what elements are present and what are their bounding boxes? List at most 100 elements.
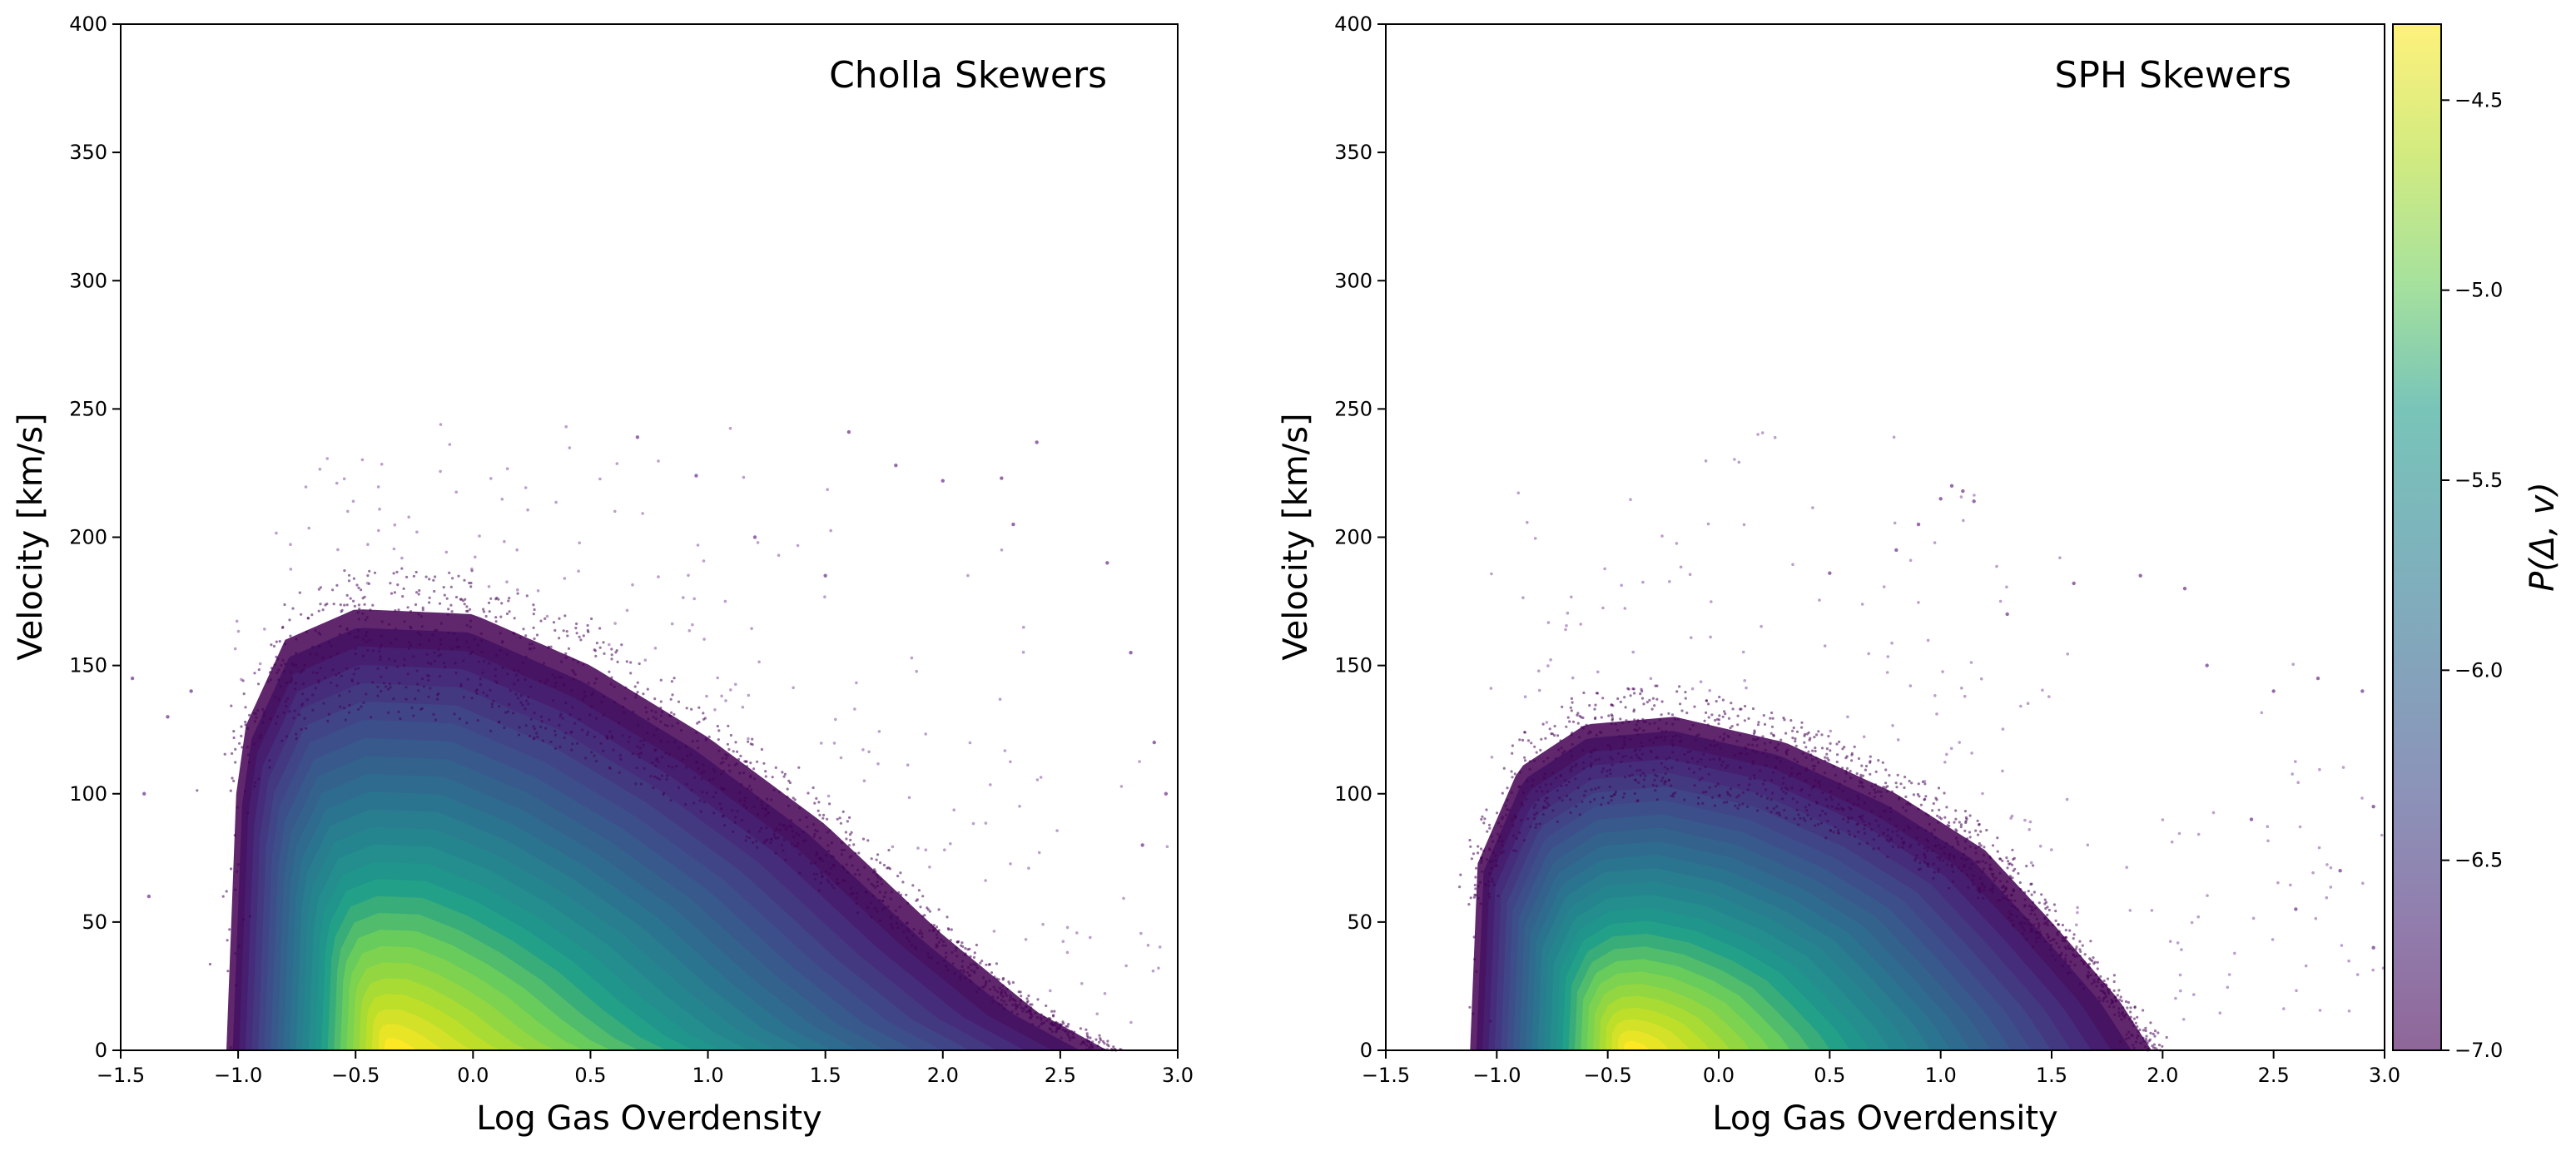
scatter-point — [749, 762, 752, 765]
outlier-point — [2182, 586, 2187, 591]
scatter-point — [1829, 749, 1832, 752]
scatter-point — [1820, 747, 1824, 750]
scatter-point — [1763, 779, 1766, 782]
scatter-point — [1480, 817, 1483, 821]
scatter-point — [1933, 871, 1936, 874]
scatter-point — [258, 737, 261, 740]
scatter-point — [1492, 883, 1496, 886]
scatter-point — [762, 841, 766, 845]
scatter-point — [295, 737, 298, 741]
scatter-point — [1021, 1010, 1025, 1013]
scatter-point — [1811, 764, 1814, 767]
scatter-point — [840, 853, 843, 856]
scatter-point — [356, 682, 360, 685]
scatter-point — [1707, 772, 1710, 776]
scatter-point — [1963, 847, 1967, 851]
scatter-point — [1829, 742, 1832, 746]
scatter-point — [1504, 813, 1508, 816]
scatter-point — [455, 645, 459, 649]
x-tick-label: −1.5 — [1362, 1064, 1410, 1087]
scatter-point — [578, 717, 581, 721]
scatter-point — [836, 878, 839, 881]
scatter-point — [1477, 851, 1480, 855]
scatter-point — [1535, 751, 1538, 754]
outlier-point — [1737, 460, 1741, 464]
scatter-point — [1992, 872, 1995, 876]
scatter-point — [778, 822, 782, 826]
scatter-point — [1560, 747, 1563, 750]
scatter-point — [317, 609, 320, 613]
scatter-point — [1589, 801, 1592, 804]
scatter-point — [236, 806, 239, 809]
scatter-point — [995, 962, 998, 965]
scatter-point — [465, 623, 469, 627]
scatter-point — [385, 666, 388, 670]
scatter-point — [1795, 808, 1799, 811]
scatter-point — [2011, 863, 2014, 866]
scatter-point — [1716, 782, 1720, 786]
scatter-point — [1697, 796, 1700, 800]
scatter-point — [1494, 854, 1497, 857]
scatter-point — [1663, 782, 1666, 786]
scatter-point — [525, 699, 529, 702]
scatter-point — [1532, 806, 1536, 809]
scatter-point — [1950, 865, 1953, 868]
scatter-point — [1886, 834, 1889, 837]
outlier-point — [1818, 598, 1821, 602]
outlier-point — [1124, 964, 1128, 968]
scatter-point — [421, 608, 424, 612]
scatter-point — [1988, 856, 1992, 860]
scatter-point — [1829, 790, 1833, 793]
scatter-point — [396, 583, 400, 587]
panel-cholla: −1.5 −1.0 −0.5 0.0 0.5 1.0 1.5 2.0 2.5 3.0 050100… — [12, 12, 1194, 1138]
scatter-point — [1619, 717, 1622, 721]
scatter-point — [1762, 752, 1765, 755]
scatter-point — [519, 701, 523, 704]
scatter-point — [836, 817, 839, 821]
scatter-point — [1546, 757, 1550, 760]
outlier-point — [307, 526, 311, 530]
scatter-point — [380, 643, 383, 647]
scatter-point — [1070, 1036, 1074, 1039]
scatter-point — [1616, 752, 1621, 756]
outlier-point — [915, 669, 918, 673]
scatter-point — [2106, 1000, 2109, 1003]
scatter-point — [1582, 794, 1586, 797]
scatter-point — [1721, 698, 1725, 702]
scatter-point — [1635, 753, 1638, 757]
scatter-point — [1978, 841, 1981, 846]
scatter-point — [1513, 772, 1516, 776]
scatter-point — [728, 769, 732, 772]
scatter-point — [420, 625, 424, 628]
scatter-point — [1671, 722, 1675, 726]
scatter-point — [818, 836, 821, 840]
scatter-point — [968, 947, 971, 950]
scatter-point — [2057, 930, 2061, 933]
outlier-point — [2211, 811, 2216, 815]
scatter-point — [269, 717, 272, 721]
scatter-point — [389, 686, 392, 689]
scatter-point — [1525, 797, 1528, 801]
scatter-point — [1761, 735, 1764, 738]
scatter-point — [2008, 916, 2011, 920]
scatter-point — [2037, 901, 2041, 905]
scatter-point — [690, 707, 693, 711]
outlier-point — [2355, 973, 2360, 976]
scatter-point — [1850, 816, 1854, 820]
scatter-point — [1705, 711, 1708, 715]
scatter-point — [889, 897, 892, 900]
scatter-point — [677, 786, 681, 790]
scatter-point — [1738, 752, 1741, 755]
scatter-point — [358, 608, 361, 611]
scatter-point — [854, 873, 857, 876]
scatter-point — [295, 732, 298, 736]
scatter-point — [535, 732, 539, 735]
scatter-point — [1091, 1040, 1094, 1044]
scatter-point — [1869, 772, 1872, 776]
scatter-point — [1702, 752, 1705, 756]
scatter-point — [524, 677, 527, 682]
scatter-point — [918, 931, 921, 935]
scatter-point — [280, 626, 285, 629]
scatter-point — [463, 578, 466, 582]
scatter-point — [530, 642, 534, 646]
